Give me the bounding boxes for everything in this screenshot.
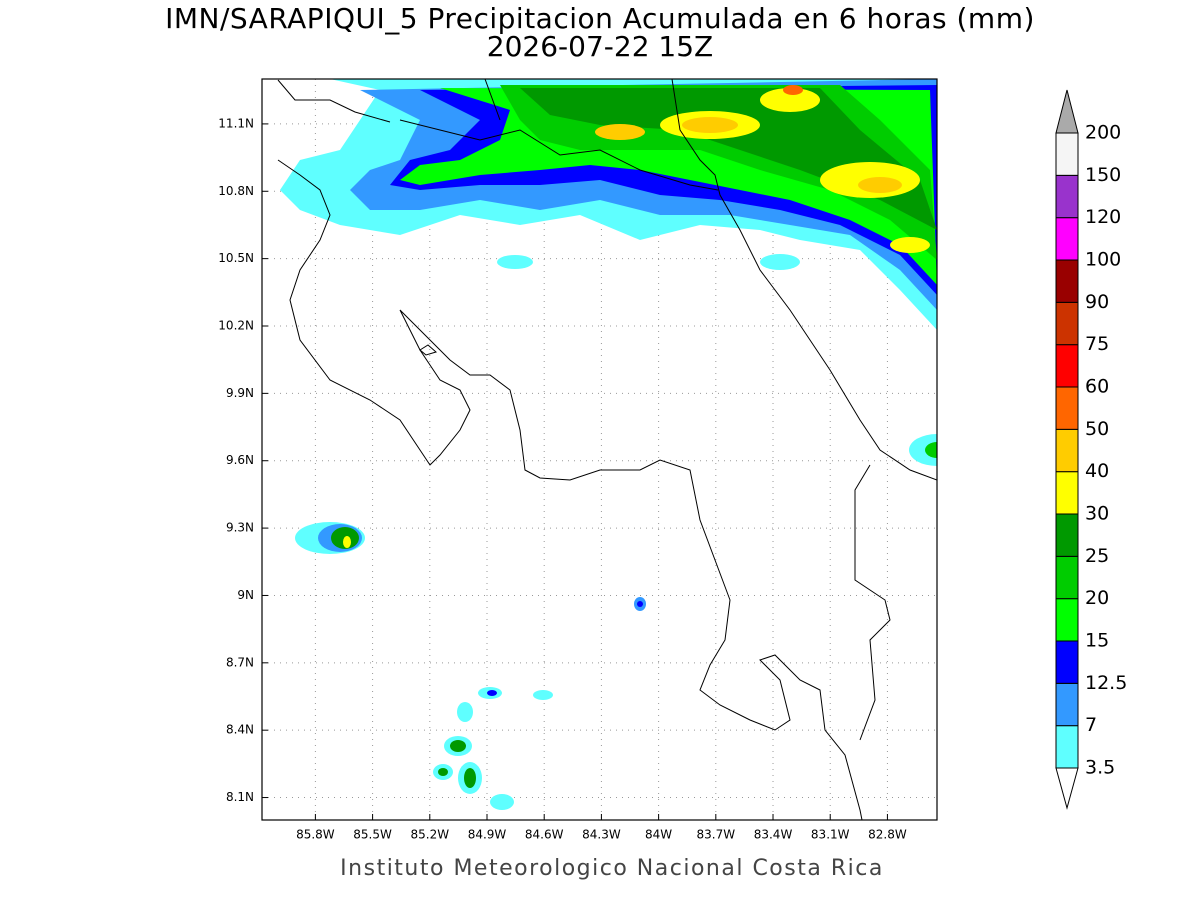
colorbar-over [1055,89,1079,134]
y-tick-label: 8.1N [226,790,254,804]
colorbar-box [1055,174,1079,219]
footer: Instituto Meteorologico Nacional Costa R… [340,856,884,881]
colorbar-box [1055,386,1079,430]
colorbar-box [1055,725,1079,769]
map-frame [261,78,938,821]
x-tick-label: 83.7W [697,828,736,842]
colorbar-under [1055,767,1079,810]
colorbar-box [1055,640,1079,684]
x-tick-label: 82.8W [868,828,907,842]
colorbar-label: 200 [1085,122,1121,144]
colorbar-box [1055,132,1079,176]
y-tick-label: 9.9N [226,386,254,400]
axis-labels: 85.8W 85.5W 85.2W 84.9W 84.6W 84.3W 84W 83.7W 83… [218,116,907,841]
y-tick-label: 8.7N [226,655,254,669]
colorbar-label: 60 [1085,376,1109,398]
colorbar-box [1055,428,1079,473]
x-tick-label: 84.3W [582,828,621,842]
colorbar-label: 25 [1085,545,1109,567]
colorbar-box [1055,217,1079,261]
y-tick-label: 9.3N [226,521,254,535]
x-tick-label: 85.5W [353,828,392,842]
y-tick-label: 9.6N [226,453,254,467]
colorbar-box [1055,471,1079,515]
colorbar-label: 7 [1085,714,1097,736]
colorbar-label: 40 [1085,460,1109,482]
y-tick-label: 8.4N [226,723,254,737]
colorbar-box [1055,513,1079,557]
colorbar-box [1055,344,1079,388]
colorbar-box [1055,682,1079,727]
subtitle: 2026-07-22 15Z [487,30,713,63]
x-tick-label: 84.9W [468,828,507,842]
colorbar-box [1055,259,1079,303]
colorbar-label: 30 [1085,503,1109,525]
x-tick-label: 83.4W [754,828,793,842]
colorbar-label: 3.5 [1085,757,1115,779]
coastlines [277,79,937,820]
x-tick-label: 85.8W [296,828,335,842]
x-tick-label: 83.1W [811,828,850,842]
title: IMN/SARAPIQUI_5 Precipitacion Acumulada … [165,2,1035,35]
y-tick-label: 10.2N [218,319,254,333]
y-tick-label: 10.5N [218,251,254,265]
y-tick-label: 9N [237,588,254,602]
colorbar-label: 12.5 [1085,672,1127,694]
colorbar-label: 150 [1085,164,1121,186]
colorbar-label: 120 [1085,206,1121,228]
colorbar-label: 100 [1085,249,1121,271]
precipitation [280,79,937,810]
colorbar-label: 50 [1085,418,1109,440]
x-tick-label: 85.2W [410,828,449,842]
colorbar-label: 15 [1085,630,1109,652]
colorbar-label: 20 [1085,587,1109,609]
y-tick-label: 11.1N [218,116,254,130]
colorbar-box [1055,598,1079,642]
colorbar: 3.5 7 12.5 15 20 25 30 40 50 60 75 90 100 120 150 200 [1055,89,1127,810]
colorbar-box [1055,301,1079,346]
colorbar-box [1055,555,1079,600]
colorbar-label: 75 [1085,333,1109,355]
y-tick-label: 10.8N [218,184,254,198]
x-tick-label: 84.6W [525,828,564,842]
x-tick-label: 84W [645,828,672,842]
colorbar-label: 90 [1085,291,1109,313]
